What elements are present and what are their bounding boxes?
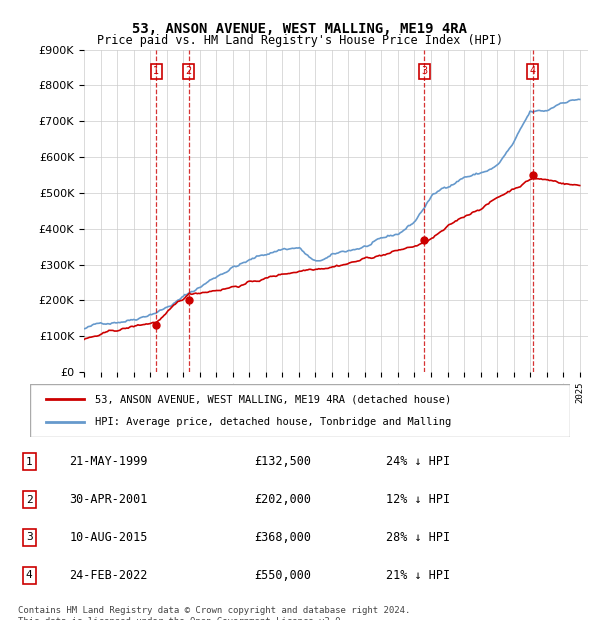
Text: 3: 3 [26, 533, 32, 542]
Text: 1: 1 [26, 456, 32, 466]
Text: 2: 2 [185, 66, 192, 76]
Text: 12% ↓ HPI: 12% ↓ HPI [386, 493, 451, 506]
Text: Price paid vs. HM Land Registry's House Price Index (HPI): Price paid vs. HM Land Registry's House … [97, 34, 503, 47]
Text: 53, ANSON AVENUE, WEST MALLING, ME19 4RA (detached house): 53, ANSON AVENUE, WEST MALLING, ME19 4RA… [95, 394, 451, 404]
FancyBboxPatch shape [30, 384, 570, 437]
Text: Contains HM Land Registry data © Crown copyright and database right 2024.
This d: Contains HM Land Registry data © Crown c… [18, 606, 410, 620]
Text: 21-MAY-1999: 21-MAY-1999 [70, 455, 148, 468]
Text: 4: 4 [26, 570, 32, 580]
Text: £550,000: £550,000 [254, 569, 311, 582]
Text: £132,500: £132,500 [254, 455, 311, 468]
Text: 1: 1 [154, 66, 160, 76]
Text: 3: 3 [421, 66, 427, 76]
Text: £202,000: £202,000 [254, 493, 311, 506]
Text: 28% ↓ HPI: 28% ↓ HPI [386, 531, 451, 544]
Text: 24% ↓ HPI: 24% ↓ HPI [386, 455, 451, 468]
Text: £368,000: £368,000 [254, 531, 311, 544]
Text: 53, ANSON AVENUE, WEST MALLING, ME19 4RA: 53, ANSON AVENUE, WEST MALLING, ME19 4RA [133, 22, 467, 36]
Text: 4: 4 [530, 66, 536, 76]
Text: HPI: Average price, detached house, Tonbridge and Malling: HPI: Average price, detached house, Tonb… [95, 417, 451, 427]
Text: 10-AUG-2015: 10-AUG-2015 [70, 531, 148, 544]
Text: 21% ↓ HPI: 21% ↓ HPI [386, 569, 451, 582]
Text: 2: 2 [26, 495, 32, 505]
Text: 30-APR-2001: 30-APR-2001 [70, 493, 148, 506]
Text: 24-FEB-2022: 24-FEB-2022 [70, 569, 148, 582]
